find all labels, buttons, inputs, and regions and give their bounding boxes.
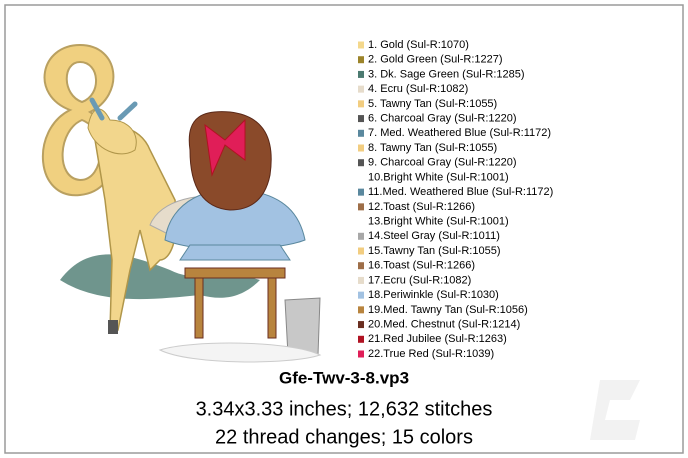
page: Gfe-Twv-3-8.vp3 3.34x3.33 inches; 12,632… bbox=[0, 0, 688, 458]
thread-swatch bbox=[358, 262, 364, 269]
thread-swatch bbox=[358, 115, 364, 122]
size-line: 3.34x3.33 inches; 12,632 stitches bbox=[196, 398, 493, 420]
thread-label: 7. Med. Weathered Blue (Sul-R:1172) bbox=[368, 127, 551, 139]
thread-label: 22.True Red (Sul-R:1039) bbox=[368, 348, 494, 360]
thread-label: 8. Tawny Tan (Sul-R:1055) bbox=[368, 142, 497, 154]
thread-label: 9. Charcoal Gray (Sul-R:1220) bbox=[368, 157, 517, 169]
thread-swatch bbox=[358, 159, 364, 166]
thread-swatch bbox=[358, 277, 364, 284]
thread-swatch bbox=[358, 233, 364, 240]
thread-swatch bbox=[358, 248, 364, 255]
thread-label: 16.Toast (Sul-R:1266) bbox=[368, 260, 475, 272]
changes-line: 22 thread changes; 15 colors bbox=[215, 426, 473, 448]
thread-swatch bbox=[358, 71, 364, 78]
thread-swatch bbox=[358, 130, 364, 137]
thread-label: 1. Gold (Sul-R:1070) bbox=[368, 39, 469, 51]
thread-label: 4. Ecru (Sul-R:1082) bbox=[368, 83, 468, 95]
thread-label: 2. Gold Green (Sul-R:1227) bbox=[368, 54, 503, 66]
design-title: Gfe-Twv-3-8.vp3 bbox=[279, 368, 409, 387]
thread-label: 11.Med. Weathered Blue (Sul-R:1172) bbox=[368, 186, 553, 198]
thread-label: 15.Tawny Tan (Sul-R:1055) bbox=[368, 245, 500, 257]
thread-label: 6. Charcoal Gray (Sul-R:1220) bbox=[368, 112, 517, 124]
design-preview: Gfe-Twv-3-8.vp3 3.34x3.33 inches; 12,632… bbox=[0, 0, 688, 458]
thread-label: 20.Med. Chestnut (Sul-R:1214) bbox=[368, 318, 520, 330]
thread-label: 17.Ecru (Sul-R:1082) bbox=[368, 274, 471, 286]
thread-swatch bbox=[358, 174, 364, 181]
thread-swatch bbox=[358, 42, 364, 49]
thread-label: 5. Tawny Tan (Sul-R:1055) bbox=[368, 98, 497, 110]
thread-swatch bbox=[358, 145, 364, 152]
thread-swatch bbox=[358, 203, 364, 210]
thread-swatch bbox=[358, 189, 364, 196]
thread-swatch bbox=[358, 292, 364, 299]
thread-label: 13.Bright White (Sul-R:1001) bbox=[368, 215, 509, 227]
thread-swatch bbox=[358, 56, 364, 63]
thread-label: 12.Toast (Sul-R:1266) bbox=[368, 201, 475, 213]
thread-swatch bbox=[358, 100, 364, 107]
thread-swatch bbox=[358, 218, 364, 225]
thread-swatch bbox=[358, 321, 364, 328]
thread-label: 18.Periwinkle (Sul-R:1030) bbox=[368, 289, 499, 301]
thread-label: 21.Red Jubilee (Sul-R:1263) bbox=[368, 333, 507, 345]
thread-swatch bbox=[358, 86, 364, 93]
thread-swatch bbox=[358, 351, 364, 358]
thread-swatch bbox=[358, 306, 364, 313]
thread-label: 19.Med. Tawny Tan (Sul-R:1056) bbox=[368, 304, 528, 316]
thread-label: 3. Dk. Sage Green (Sul-R:1285) bbox=[368, 68, 525, 80]
thread-label: 10.Bright White (Sul-R:1001) bbox=[368, 171, 509, 183]
thread-swatch bbox=[358, 336, 364, 343]
thread-label: 14.Steel Gray (Sul-R:1011) bbox=[368, 230, 500, 242]
